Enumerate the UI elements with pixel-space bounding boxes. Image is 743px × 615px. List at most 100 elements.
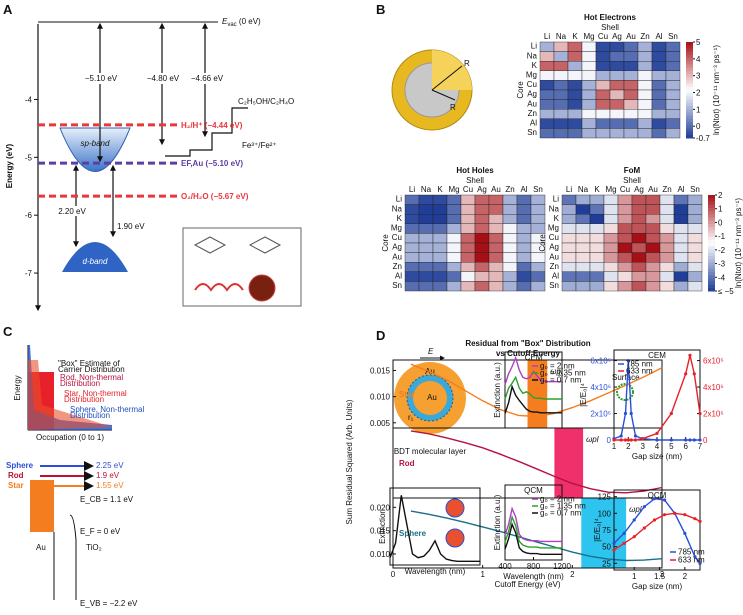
legend-label: g₀ = 1.35 nm [540, 502, 586, 511]
y-tick-label: 50 [602, 543, 611, 552]
cell [595, 41, 611, 52]
material: Au [36, 543, 46, 552]
cell [603, 281, 619, 292]
cell [595, 128, 611, 139]
cell [589, 194, 605, 205]
colorbar-step [686, 58, 693, 62]
column-label: Shell [601, 23, 619, 32]
cell [687, 194, 703, 205]
annotation: ωpl [629, 505, 642, 514]
cell [561, 204, 577, 215]
frame [392, 497, 663, 569]
x-tick-label: 3 [660, 570, 665, 579]
cell [687, 213, 703, 224]
cell [404, 242, 420, 253]
series-line [504, 514, 562, 549]
marker [612, 438, 616, 442]
colorbar-step [686, 109, 693, 113]
y-axis-label: Extinction (a.u.) [493, 362, 502, 418]
cell [561, 252, 577, 263]
layer-label: Au [427, 393, 437, 402]
cell [488, 242, 504, 253]
column-tick: Mg [605, 185, 616, 194]
cell [502, 233, 518, 244]
y-tick-label: 75 [602, 526, 611, 535]
colorbar-step [708, 249, 715, 254]
cell [687, 204, 703, 215]
marker [623, 411, 628, 416]
cell [446, 271, 462, 282]
cell [665, 118, 681, 129]
label-bg [80, 73, 122, 84]
marker [669, 438, 673, 442]
marker [698, 411, 702, 416]
y-tick-label: 0.010 [370, 550, 391, 559]
cell [631, 223, 647, 234]
cell [617, 204, 633, 215]
cell [539, 108, 555, 119]
redox-steps [165, 107, 248, 157]
note: Distribution [70, 411, 110, 420]
cell [539, 51, 555, 62]
cell [530, 281, 546, 292]
cell [589, 223, 605, 234]
arrow-label: −4.80 eV [147, 74, 180, 83]
redox-label: C₂H₅OH/C₂H₄O [238, 97, 294, 106]
cell [623, 89, 639, 100]
axis-label: Sum Residual Squared (Arb. Units) [345, 399, 354, 524]
cell [603, 252, 619, 263]
dist [28, 360, 112, 430]
cell [617, 233, 633, 244]
cell [603, 194, 619, 205]
y-axis-label: |E/E₀|⁴ [579, 383, 588, 407]
marker [652, 518, 657, 522]
y-axis-label: |E/E₀|⁴ [593, 518, 602, 542]
cell [623, 61, 639, 72]
row-tick: Na [392, 204, 403, 213]
colorbar-step [708, 220, 715, 225]
cell [659, 242, 675, 253]
y-tick-label: 0.020 [370, 503, 391, 512]
sp-band [59, 127, 131, 172]
cell [623, 80, 639, 91]
cell [404, 281, 420, 292]
cell [474, 223, 490, 234]
cell [609, 118, 625, 129]
band-label: sp-band [81, 139, 110, 148]
cell [581, 80, 597, 91]
cell [539, 70, 555, 81]
column-tick: Ag [477, 185, 487, 194]
colorbar-tick-label: 4 [696, 55, 701, 64]
cell [418, 223, 434, 234]
row-tick: Mg [391, 224, 402, 233]
column-tick: Mg [583, 32, 594, 41]
y-tick-label: 0.005 [370, 419, 391, 428]
colorbar-step [708, 281, 715, 286]
chart-title: QCM [648, 491, 667, 500]
cell [567, 70, 583, 81]
cell [567, 41, 583, 52]
x-axis-label: Wavelength (nm) [503, 572, 564, 581]
colorbar-step [686, 96, 693, 101]
inset [182, 227, 302, 307]
row-tick: K [397, 214, 403, 223]
level-label: E_CB = 1.1 eV [80, 495, 134, 504]
series-label: Sphere [399, 529, 427, 538]
cell [609, 108, 625, 119]
y-tick-label: 4x10⁶ [590, 383, 611, 392]
column-tick: Na [578, 185, 589, 194]
colorbar-step [686, 128, 693, 133]
marker [622, 531, 626, 535]
cell [404, 233, 420, 244]
cell [659, 281, 675, 292]
cell [631, 271, 647, 282]
colorbar-step [708, 214, 715, 218]
cell [603, 204, 619, 215]
row-tick: K [554, 214, 560, 223]
y-tick-label: -4 [25, 95, 33, 104]
cell [659, 204, 675, 215]
y-tick-label: 6x10⁶ [590, 357, 611, 366]
cell [609, 89, 625, 100]
heatmap-title: Hot Holes [456, 166, 494, 175]
colorbar-step [708, 275, 715, 279]
